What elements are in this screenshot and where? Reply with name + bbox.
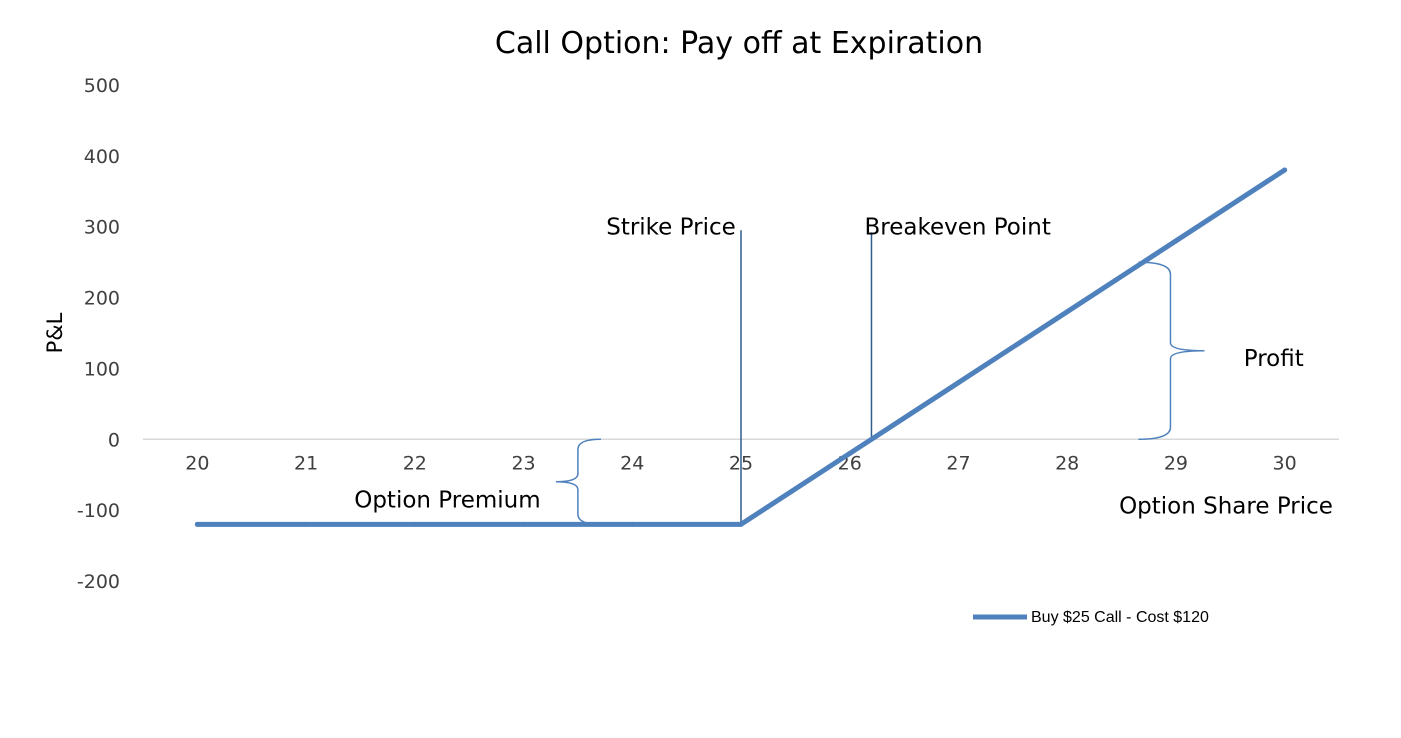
x-tick-label: 30 — [1273, 452, 1297, 474]
y-tick-label: 500 — [84, 75, 120, 97]
y-tick-label: 100 — [84, 358, 120, 380]
x-tick-label: 22 — [403, 452, 427, 474]
series-layer — [194, 167, 1288, 527]
strike-price-label: Strike Price — [606, 215, 736, 241]
y-tick-label: 400 — [84, 146, 120, 168]
y-axis-title: P&L — [43, 312, 67, 353]
y-tick-label: -100 — [77, 500, 120, 522]
x-axis-ticks: 20 21 22 23 24 25 26 27 28 29 30 — [185, 452, 1296, 474]
x-tick-label: 20 — [185, 452, 209, 474]
y-tick-label: 0 — [108, 429, 120, 451]
data-point — [412, 521, 418, 527]
legend: Buy $25 Call - Cost $120 — [973, 609, 1209, 626]
data-point — [629, 521, 635, 527]
data-point — [738, 521, 744, 527]
x-tick-label: 23 — [511, 452, 535, 474]
data-point — [1173, 238, 1179, 244]
x-tick-label: 27 — [946, 452, 970, 474]
y-tick-label: 200 — [84, 288, 120, 310]
data-point — [521, 521, 527, 527]
data-point — [847, 450, 853, 456]
data-point — [194, 521, 200, 527]
data-point — [303, 521, 309, 527]
x-tick-label: 28 — [1055, 452, 1079, 474]
profit-brace — [1138, 261, 1205, 441]
data-point — [1282, 167, 1288, 173]
y-axis-ticks: -200 -100 0 100 200 300 400 500 — [77, 75, 120, 593]
breakeven-label: Breakeven Point — [864, 215, 1050, 241]
premium-brace — [555, 438, 601, 526]
annotations: Strike Price Breakeven Point Option Premiu… — [354, 215, 1304, 526]
x-tick-label: 21 — [294, 452, 318, 474]
y-tick-label: -200 — [77, 571, 120, 593]
x-tick-label: 29 — [1164, 452, 1188, 474]
profit-label: Profit — [1244, 346, 1304, 372]
y-tick-label: 300 — [84, 217, 120, 239]
x-tick-label: 24 — [620, 452, 644, 474]
data-point — [1064, 309, 1070, 315]
data-point — [955, 380, 961, 386]
option-premium-label: Option Premium — [354, 488, 540, 514]
legend-label: Buy $25 Call - Cost $120 — [1031, 609, 1209, 626]
x-axis-title: Option Share Price — [1119, 494, 1333, 520]
chart-title: Call Option: Pay off at Expiration — [495, 26, 983, 61]
